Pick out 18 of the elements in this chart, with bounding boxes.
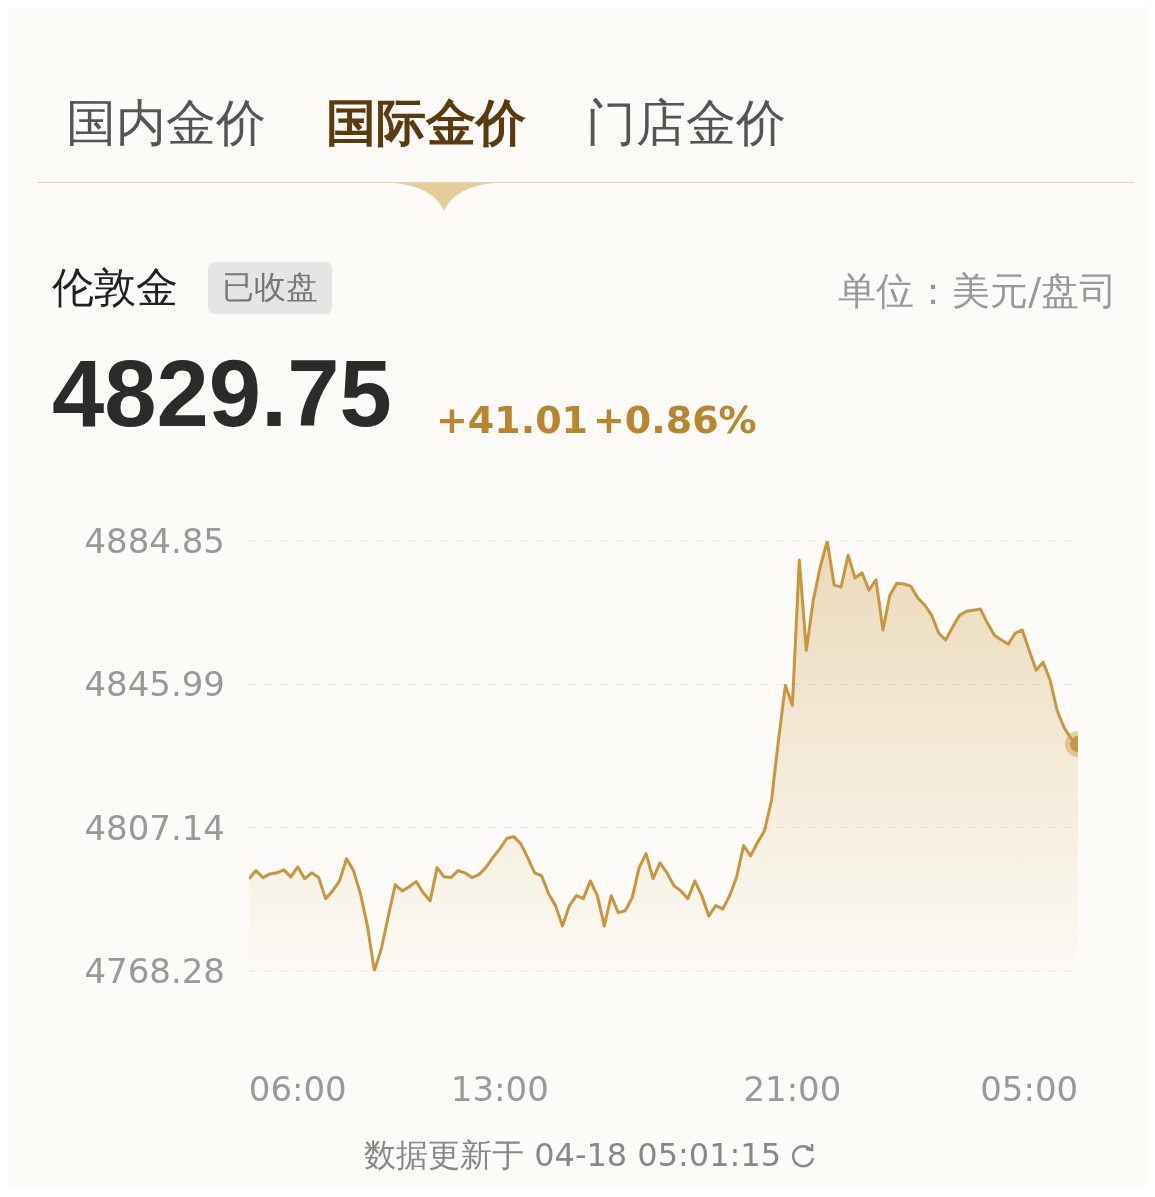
x-tick-label: 05:00 <box>980 1069 1079 1110</box>
text: +0.86% <box>593 398 757 442</box>
y-tick-label: 4807.14 <box>84 807 225 848</box>
text: 数据更新于 04-18 05:01:15 <box>364 1135 782 1176</box>
chart-title: 伦敦金 <box>52 262 178 314</box>
y-tick-label: 4845.99 <box>84 664 225 705</box>
text: 国内金价 <box>66 93 266 154</box>
x-tick-label: 21:00 <box>743 1069 842 1110</box>
text: 已收盘 <box>208 262 332 314</box>
text: +41.01 <box>436 398 589 442</box>
x-tick-label: 06:00 <box>248 1069 347 1110</box>
text: 4829.75 <box>52 340 392 448</box>
text: 门店金价 <box>586 93 786 154</box>
y-tick-label: 4884.85 <box>84 521 225 562</box>
x-tick-label: 13:00 <box>450 1069 549 1110</box>
text: 国际金价 <box>326 93 526 154</box>
y-tick-label: 4768.28 <box>84 951 225 992</box>
text: 单位：美元/盘司 <box>838 268 1117 315</box>
